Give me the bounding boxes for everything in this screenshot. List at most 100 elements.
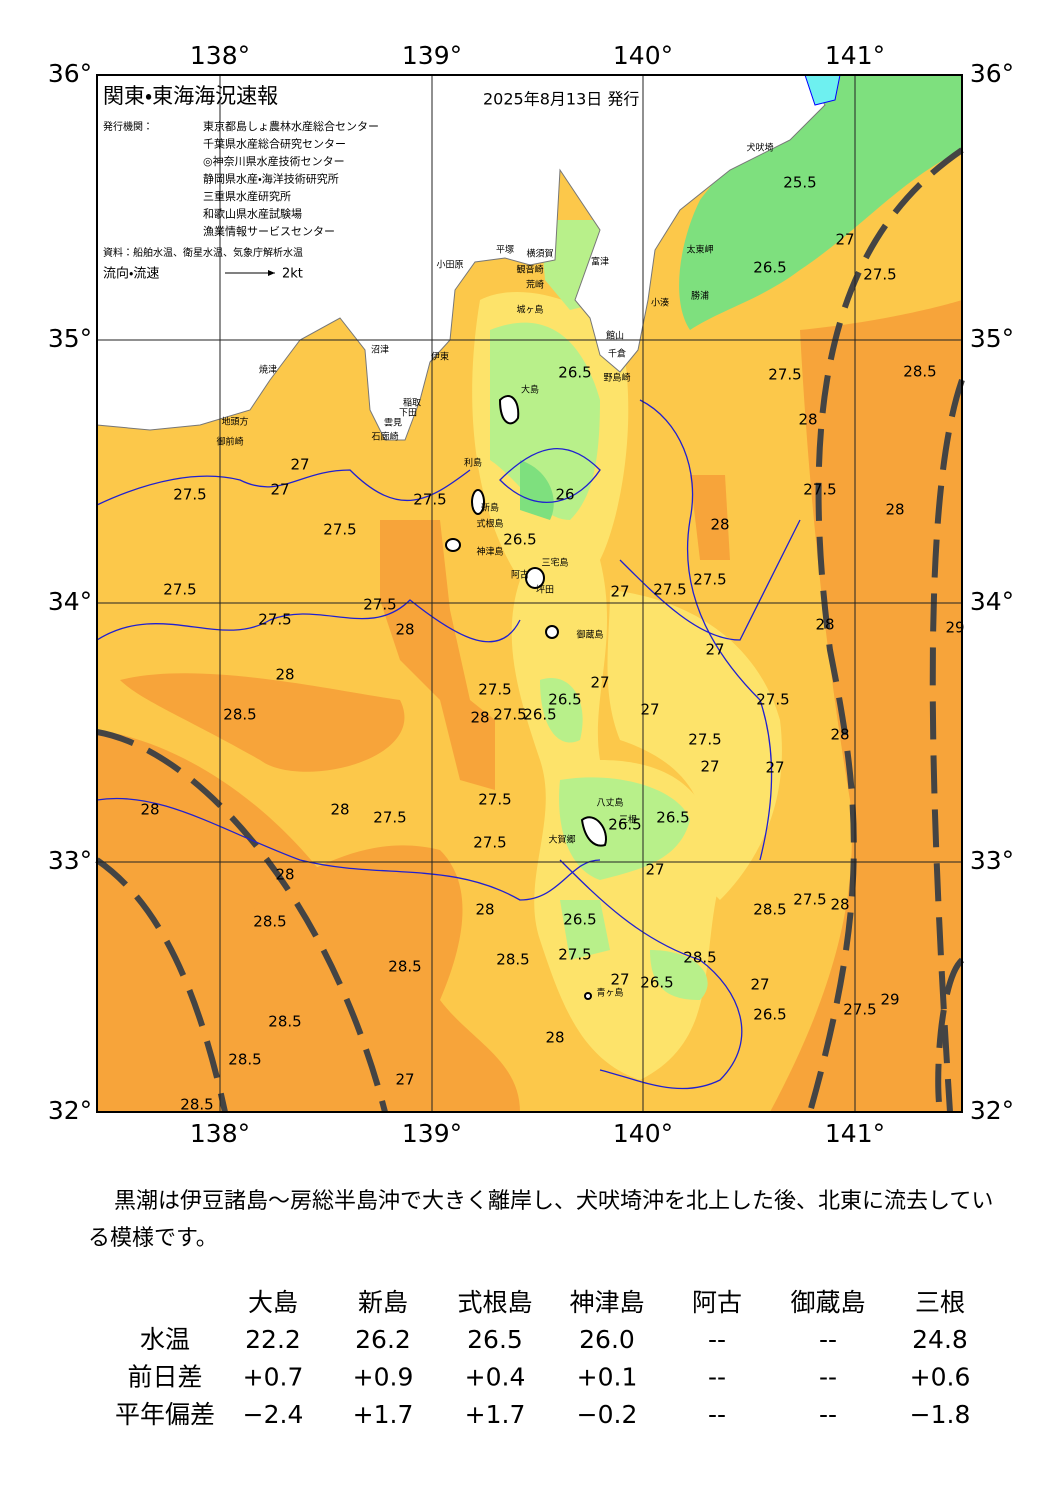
column-header: 神津島 <box>569 1288 644 1317</box>
contour-label: 26 <box>555 486 574 504</box>
issuer: 千葉県水産総合研究センター <box>203 137 346 151</box>
contour-label: 28.5 <box>180 1096 213 1114</box>
cell: 24.8 <box>912 1325 968 1354</box>
cell: +0.6 <box>910 1363 971 1392</box>
place-name: 伊東 <box>431 351 449 363</box>
contour-label: 27.5 <box>843 1001 876 1019</box>
contour-label: 27.5 <box>478 791 511 809</box>
contour-label: 28.5 <box>388 958 421 976</box>
column-header: 三根 <box>915 1288 965 1317</box>
issuer: 和歌山県水産試験場 <box>203 207 302 221</box>
lat-label: 33° <box>970 846 1014 875</box>
contour-label: 27.5 <box>473 834 506 852</box>
flow-label: 流向・流速 <box>103 266 159 282</box>
contour-label: 26.5 <box>548 691 581 709</box>
contour-label: 27 <box>700 758 719 776</box>
contour-label: 27.5 <box>413 491 446 509</box>
column-header: 阿古 <box>692 1288 742 1317</box>
contour-label: 28.5 <box>683 949 716 967</box>
place-name: 利島 <box>464 457 482 469</box>
issuer: 三重県水産研究所 <box>203 189 291 203</box>
contour-label: 26.5 <box>753 259 786 277</box>
place-name: 大賀郷 <box>548 834 575 846</box>
lat-label: 34° <box>970 587 1014 616</box>
place-name: 太東岬 <box>686 244 713 256</box>
lon-label: 139° <box>402 41 462 70</box>
contour-label: 27.5 <box>863 266 896 284</box>
place-name: 焼津 <box>259 365 277 376</box>
contour-label: 28 <box>275 666 294 684</box>
cell: -- <box>708 1325 726 1354</box>
place-name: 小田原 <box>436 260 463 271</box>
contour-label: 27.5 <box>558 946 591 964</box>
issuer-label: 発行機関： <box>103 120 153 133</box>
place-name: 荒崎 <box>526 279 544 291</box>
contour-label: 26.5 <box>640 974 673 992</box>
place-name: 勝浦 <box>691 290 709 302</box>
contour-label: 28 <box>470 709 489 727</box>
contour-label: 28 <box>275 866 294 884</box>
lon-label: 140° <box>613 1119 673 1148</box>
place-name: 富津 <box>591 256 609 268</box>
contour-label: 27 <box>610 971 629 989</box>
place-name: 式根島 <box>476 518 503 530</box>
lat-label: 32° <box>48 1096 92 1125</box>
place-name: 大島 <box>521 384 539 396</box>
contour-label: 27.5 <box>478 681 511 699</box>
isotherms <box>96 399 801 1090</box>
cell: +0.9 <box>353 1363 414 1392</box>
column-header: 大島 <box>248 1288 298 1317</box>
place-name: 石廊崎 <box>371 431 398 443</box>
cell: −0.2 <box>577 1400 638 1429</box>
contour-label: 27.5 <box>693 571 726 589</box>
lon-label: 138° <box>190 41 250 70</box>
column-header: 式根島 <box>457 1288 532 1317</box>
contour-label: 27.5 <box>323 521 356 539</box>
cell: -- <box>708 1400 726 1429</box>
cell: +1.7 <box>465 1400 526 1429</box>
contour-label: 27.5 <box>493 706 526 724</box>
contour-label: 28 <box>830 726 849 744</box>
place-name: 城ヶ島 <box>516 304 543 316</box>
lon-label: 138° <box>190 1119 250 1148</box>
contour-label: 27 <box>270 481 289 499</box>
lat-label: 32° <box>970 1096 1014 1125</box>
contour-label: 27 <box>750 976 769 994</box>
contour-label: 27.5 <box>373 809 406 827</box>
contour-label: 27 <box>395 1071 414 1089</box>
contour-label: 28 <box>830 896 849 914</box>
issuer: 静岡県水産・海洋技術研究所 <box>203 172 339 186</box>
contour-label: 29 <box>945 619 964 637</box>
contour-label: 27.5 <box>258 611 291 629</box>
contour-label: 28.5 <box>228 1051 261 1069</box>
contour-label: 28.5 <box>253 913 286 931</box>
contour-label: 28 <box>330 801 349 819</box>
lat-label: 35° <box>970 324 1014 353</box>
cell: 26.2 <box>355 1325 411 1354</box>
lon-label: 140° <box>613 41 673 70</box>
cell: -- <box>708 1363 726 1392</box>
contour-label: 28.5 <box>223 706 256 724</box>
contour-label: 27.5 <box>756 691 789 709</box>
lon-label: 141° <box>825 1119 885 1148</box>
flow-arrowhead <box>268 270 275 276</box>
contour-label: 27 <box>610 583 629 601</box>
cell: -- <box>819 1400 837 1429</box>
place-name: 青ヶ島 <box>596 987 623 999</box>
place-name: 千倉 <box>608 349 626 360</box>
contour-label: 26.5 <box>753 1006 786 1024</box>
map-frame <box>96 74 963 1113</box>
place-name: 犬吠埼 <box>746 142 773 154</box>
contour-label: 29 <box>880 991 899 1009</box>
place-name: 神津島 <box>476 546 503 558</box>
flow-scale: 2kt <box>282 267 303 282</box>
issue-date: 2025年8月13日 発行 <box>483 90 639 109</box>
contour-label: 27.5 <box>803 481 836 499</box>
contour-label: 26.5 <box>523 706 556 724</box>
place-name: 小湊 <box>651 297 669 309</box>
islands <box>445 395 607 1000</box>
contour-label: 26.5 <box>563 911 596 929</box>
place-name: 三根 <box>619 814 637 826</box>
